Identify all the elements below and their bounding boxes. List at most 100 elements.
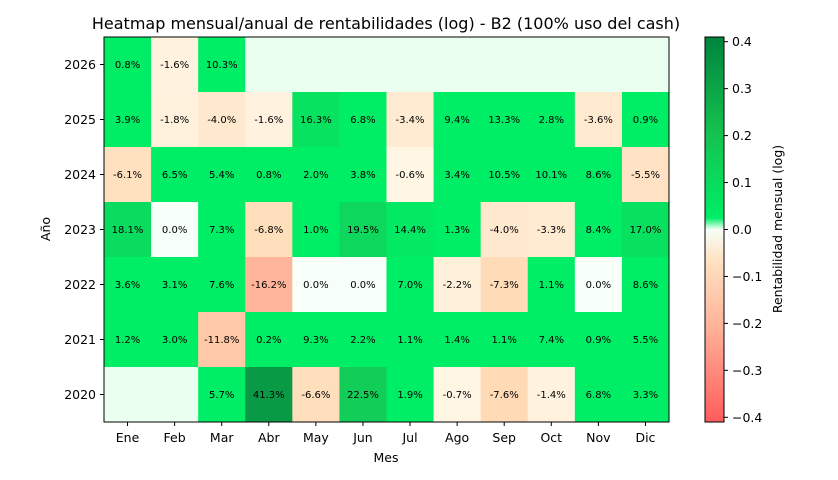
cell-value-label: -3.4% [396, 115, 425, 126]
heatmap-cell [480, 92, 529, 148]
cell-value-label: -0.7% [443, 390, 472, 401]
heatmap-cell [292, 202, 340, 258]
y-axis-label: Año [38, 217, 53, 241]
heatmap-cell [574, 147, 623, 203]
cell-value-label: 10.1% [535, 170, 567, 181]
cell-value-label: -7.6% [490, 390, 519, 401]
colorbar-tick-label: 0.4 [732, 34, 752, 49]
heatmap-cell [527, 202, 576, 258]
cell-value-label: 1.4% [444, 335, 469, 346]
colorbar-tick-label: 0.2 [732, 128, 752, 143]
colorbar-tick-label: −0.1 [732, 269, 762, 284]
heatmap-cell [480, 37, 529, 93]
heatmap-cell [574, 257, 623, 313]
heatmap-cell [527, 147, 576, 203]
heatmap-cell [527, 367, 576, 423]
y-tick-label: 2024 [64, 167, 96, 182]
cell-value-label: 6.8% [350, 115, 375, 126]
colorbar-tick-label: 0.3 [732, 81, 752, 96]
heatmap-cell [245, 312, 293, 368]
heatmap-cell [339, 202, 387, 258]
cell-value-label: 7.0% [397, 280, 422, 291]
heatmap-cell [292, 312, 340, 368]
cell-value-label: 3.1% [162, 280, 187, 291]
heatmap-cell [339, 257, 387, 313]
heatmap-cell [198, 92, 246, 148]
heatmap-cell [621, 257, 670, 313]
heatmap-cell [339, 367, 387, 423]
x-tick-label: Nov [586, 430, 611, 445]
heatmap-cell [339, 312, 387, 368]
cell-value-label: 16.3% [300, 115, 332, 126]
heatmap-cell [292, 367, 340, 423]
heatmap-cell [386, 147, 435, 203]
colorbar-tick-label: 0.1 [732, 175, 752, 190]
cell-value-label: -6.6% [301, 390, 330, 401]
cell-value-label: 0.2% [256, 335, 281, 346]
x-tick-label: Feb [164, 430, 186, 445]
cell-value-label: 9.4% [444, 115, 469, 126]
cell-value-label: 17.0% [630, 225, 662, 236]
cell-value-label: -1.8% [160, 115, 189, 126]
cell-value-label: 1.0% [303, 225, 328, 236]
heatmap-cell [151, 92, 199, 148]
y-tick-label: 2025 [64, 112, 96, 127]
y-tick-label: 2026 [64, 57, 96, 72]
cell-value-label: 1.3% [444, 225, 469, 236]
cell-value-label: -1.4% [537, 390, 566, 401]
x-axis-label: Mes [374, 450, 399, 465]
heatmap-cell [621, 312, 670, 368]
heatmap-cell [433, 367, 482, 423]
heatmap-cell [292, 37, 340, 93]
y-tick-label: 2023 [64, 222, 96, 237]
heatmap-cell [621, 92, 670, 148]
heatmap-cell-labels: 0.8% -1.6% 10.3% 3.9% -1.8% -4.0% -1.6% 16.3% 6.… [112, 60, 662, 401]
cell-value-label: 2.0% [303, 170, 328, 181]
cell-value-label: -5.5% [631, 170, 660, 181]
cell-value-label: 1.9% [397, 390, 422, 401]
x-tick-label: Sep [492, 430, 516, 445]
cell-value-label: 3.9% [115, 115, 140, 126]
cell-value-label: 7.3% [209, 225, 234, 236]
cell-value-label: 7.4% [539, 335, 564, 346]
heatmap-cell [151, 202, 199, 258]
heatmap-cell [151, 367, 199, 423]
heatmap-cell [245, 147, 293, 203]
cell-value-label: 14.4% [394, 225, 426, 236]
heatmap-cell [621, 147, 670, 203]
heatmap-cell [245, 257, 293, 313]
heatmap-cell [480, 257, 529, 313]
heatmap-cell [574, 202, 623, 258]
heatmap-cell [433, 312, 482, 368]
cell-value-label: 8.4% [586, 225, 611, 236]
cell-value-label: -11.8% [204, 335, 239, 346]
cell-value-label: 5.4% [209, 170, 234, 181]
cell-value-label: 8.6% [586, 170, 611, 181]
x-tick-label: Jul [401, 430, 417, 445]
heatmap-cell [104, 367, 152, 423]
heatmap-cell [574, 367, 623, 423]
colorbar-tick-label: −0.2 [732, 316, 762, 331]
heatmap-cell [245, 37, 293, 93]
heatmap-cell [480, 147, 529, 203]
cell-value-label: 7.6% [209, 280, 234, 291]
cell-value-label: 3.4% [444, 170, 469, 181]
heatmap-cell [198, 367, 246, 423]
heatmap-cell [621, 202, 670, 258]
heatmap-cell [386, 92, 435, 148]
x-tick-label: Mar [210, 430, 234, 445]
cell-value-label: 5.5% [633, 335, 658, 346]
heatmap-cell [198, 37, 246, 93]
x-tick-label: Ene [116, 430, 140, 445]
x-tick-label: Ago [445, 430, 469, 445]
cell-value-label: 2.8% [539, 115, 564, 126]
cell-value-label: 0.0% [162, 225, 187, 236]
heatmap-cell [198, 312, 246, 368]
heatmap-cell [480, 202, 529, 258]
x-axis-ticks: Ene Feb Mar Abr May Jun Jul Ago Sep Oct Nov Dic [116, 422, 656, 445]
y-tick-label: 2020 [64, 387, 96, 402]
heatmap-cell [574, 37, 623, 93]
cell-value-label: -3.3% [537, 225, 566, 236]
heatmap-cell [386, 367, 435, 423]
